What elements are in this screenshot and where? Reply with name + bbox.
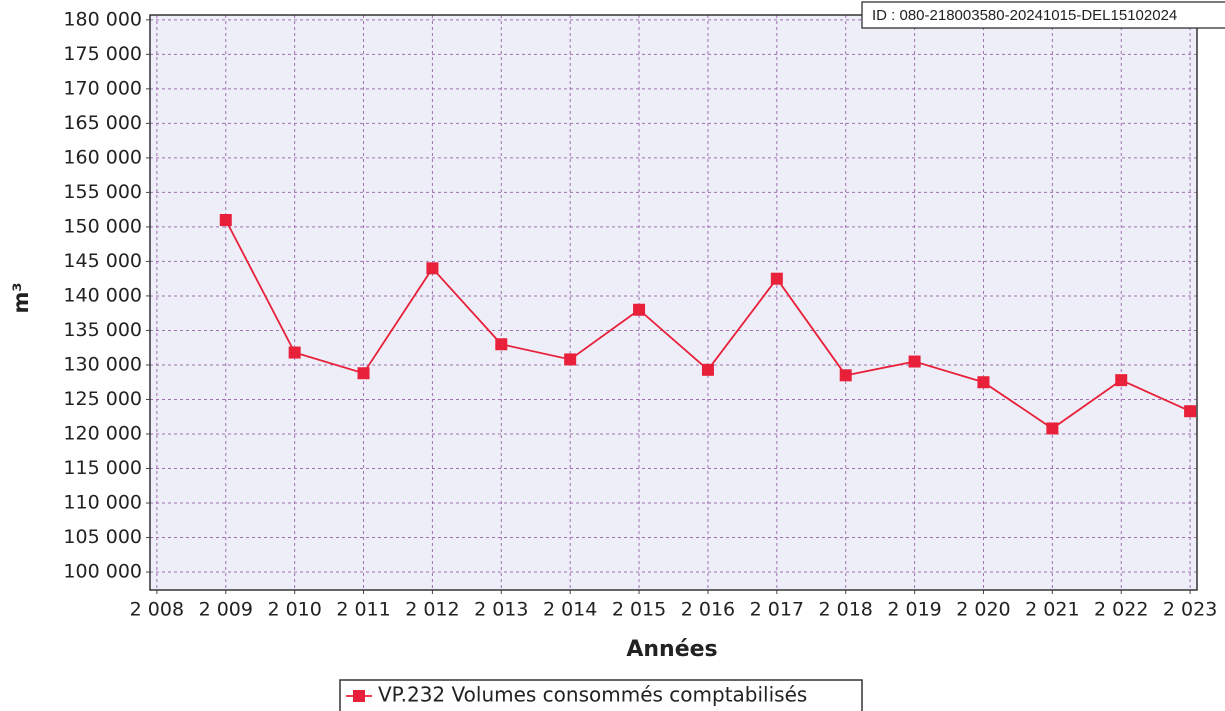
y-tick-label: 105 000 xyxy=(63,526,142,548)
y-axis-label: m³ xyxy=(9,282,33,313)
x-tick-label: 2 013 xyxy=(474,599,528,621)
y-tick-label: 145 000 xyxy=(63,250,142,272)
x-tick-label: 2 016 xyxy=(681,599,735,621)
legend-marker xyxy=(353,690,365,702)
y-tick-label: 175 000 xyxy=(63,43,142,65)
y-tick-label: 115 000 xyxy=(63,457,142,479)
x-tick-label: 2 017 xyxy=(750,599,804,621)
x-tick-label: 2 022 xyxy=(1094,599,1148,621)
x-tick-label: 2 009 xyxy=(199,599,253,621)
x-tick-label: 2 023 xyxy=(1163,599,1217,621)
y-tick-label: 140 000 xyxy=(63,284,142,306)
x-tick-label: 2 021 xyxy=(1025,599,1079,621)
y-tick-label: 120 000 xyxy=(63,422,142,444)
point xyxy=(219,214,232,227)
y-tick-label: 160 000 xyxy=(63,146,142,168)
y-tick-label: 165 000 xyxy=(63,112,142,134)
point xyxy=(908,355,921,368)
y-tick-label: 135 000 xyxy=(63,319,142,341)
x-tick-label: 2 014 xyxy=(543,599,597,621)
legend-box xyxy=(339,679,863,711)
y-tick-label: 180 000 xyxy=(63,8,142,30)
y-tick-label: 100 000 xyxy=(63,561,142,583)
x-tick-label: 2 008 xyxy=(130,599,184,621)
point xyxy=(564,353,577,366)
x-axis-label: Années xyxy=(626,637,717,662)
point xyxy=(426,262,439,275)
point xyxy=(288,346,301,359)
point xyxy=(495,338,508,351)
y-tick-label: 110 000 xyxy=(63,492,142,514)
point xyxy=(770,272,783,285)
y-tick-label: 170 000 xyxy=(63,77,142,99)
x-tick-label: 2 020 xyxy=(956,599,1010,621)
x-tick-label: 2 019 xyxy=(887,599,941,621)
y-tick-label: 155 000 xyxy=(63,181,142,203)
point xyxy=(633,303,646,316)
y-tick-label: 125 000 xyxy=(63,388,142,410)
annotation: ID : 080-218003580-20241015-DEL15102024 xyxy=(872,7,1177,24)
annotation-box xyxy=(861,1,1225,29)
plot-area xyxy=(150,15,1197,590)
plot-border xyxy=(149,14,1198,591)
point xyxy=(1115,374,1128,387)
point xyxy=(701,363,714,376)
point xyxy=(1046,422,1059,435)
point xyxy=(977,376,990,389)
y-tick-label: 130 000 xyxy=(63,353,142,375)
x-tick-label: 2 018 xyxy=(819,599,873,621)
x-tick-label: 2 012 xyxy=(405,599,459,621)
legend-label: VP.232 Volumes consommés comptabilisés xyxy=(378,683,807,707)
point xyxy=(1184,405,1197,418)
y-tick-label: 150 000 xyxy=(63,215,142,237)
x-tick-label: 2 010 xyxy=(267,599,321,621)
point xyxy=(839,369,852,382)
x-tick-label: 2 011 xyxy=(336,599,390,621)
point xyxy=(357,367,370,380)
x-tick-label: 2 015 xyxy=(612,599,666,621)
